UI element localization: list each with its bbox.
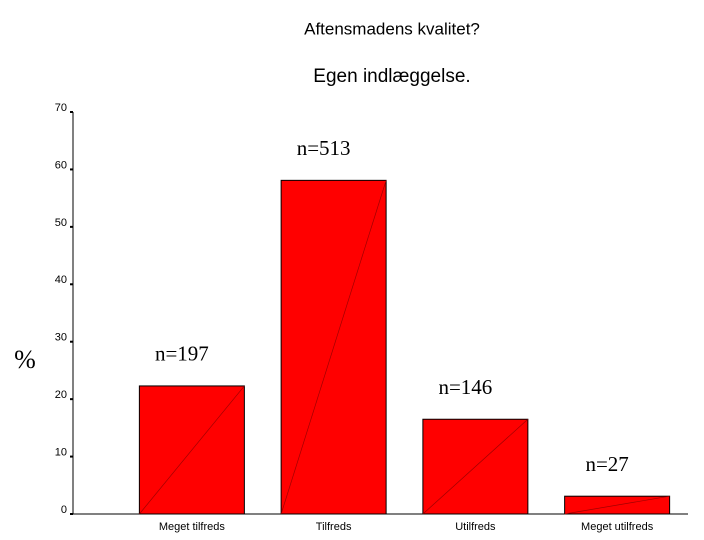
bar-annotation: n=27 [585, 452, 628, 476]
x-tick-label: Tilfreds [316, 521, 352, 533]
y-tick-label: 70 [55, 102, 67, 114]
y-tick-label: 0 [61, 504, 67, 516]
chart-subtitle: Egen indlæggelse. [313, 66, 470, 87]
bar-diagonal [422, 418, 529, 515]
y-tick-label: 30 [55, 332, 67, 344]
bar-diagonal [280, 180, 387, 515]
chart-title: Aftensmadens kvalitet? [304, 19, 480, 38]
y-tick-label: 10 [55, 446, 67, 458]
bar-annotation: n=197 [155, 342, 209, 366]
bar-diagonal [564, 495, 670, 515]
y-tick-label: 60 [55, 159, 67, 171]
y-tick-label: 50 [55, 217, 67, 229]
y-tick-label: 20 [55, 389, 67, 401]
bar-diagonal [139, 385, 245, 515]
x-tick-label: Meget utilfreds [581, 521, 654, 533]
x-tick-label: Meget tilfreds [159, 521, 226, 533]
bar-annotation: n=513 [297, 136, 351, 160]
y-tick-label: 40 [55, 274, 67, 286]
y-axis-label: % [14, 345, 36, 374]
bar-annotation: n=146 [438, 375, 492, 399]
x-tick-label: Utilfreds [455, 521, 496, 533]
